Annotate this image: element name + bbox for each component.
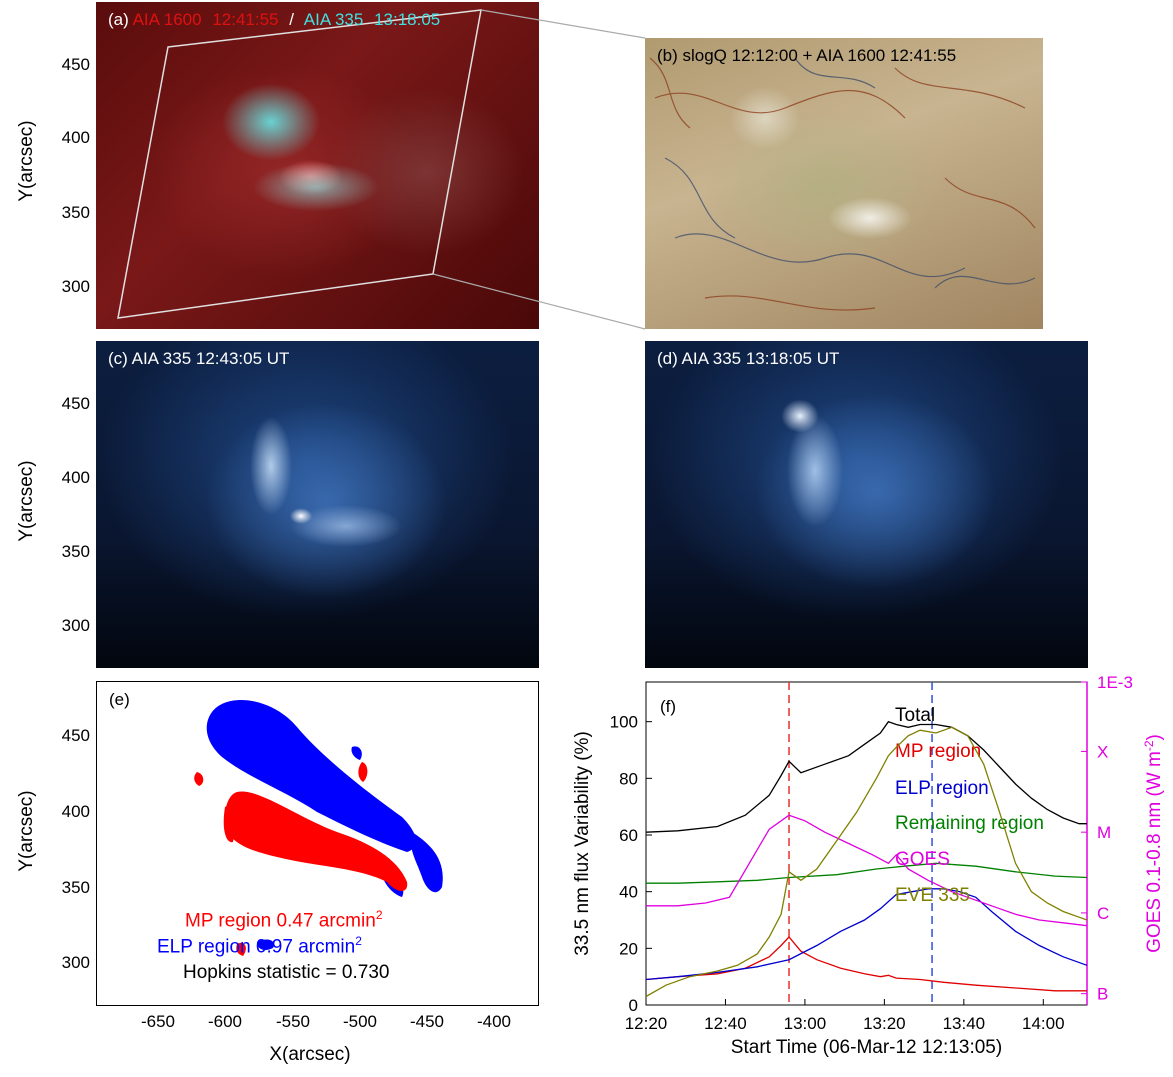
chart-f-legend-entry: GOES — [895, 849, 950, 870]
xtick-e-500: -500 — [342, 1012, 378, 1031]
x-axis-label-e: X(arcsec) — [269, 1044, 351, 1065]
chart-f-series-line — [645, 726, 1088, 998]
chart-f-series-line — [645, 720, 1087, 833]
ytick-a-450: 450 — [61, 55, 90, 74]
ytick-c-400: 400 — [61, 468, 90, 487]
chart-f-y2tick-label: 1E-3 — [1097, 673, 1133, 692]
panel-a-title: (a) AIA 1600 12:41:55 / AIA 335 13:18:05 — [108, 10, 440, 30]
chart-f-frame — [645, 681, 1088, 1006]
panel-e-label: (e) — [109, 690, 130, 709]
chart-f-y2label: GOES 0.1-0.8 nm (W m-2) — [1142, 734, 1165, 953]
chart-f-y2tick-label: B — [1097, 985, 1108, 1004]
y-axis-label-e: Y(arcsec) — [16, 790, 37, 872]
chart-f-xtick-label: 13:20 — [863, 1014, 906, 1033]
panel-a-time2: 13:18:05 — [374, 10, 441, 29]
chart-f-xtick-label: 14:00 — [1022, 1014, 1065, 1033]
panel-e-elp-label: ELP region 0.97 arcmin — [157, 936, 356, 958]
panel-c-image: (c) AIA 335 12:43:05 UT — [96, 341, 539, 668]
chart-f-ytick-label: 0 — [629, 996, 638, 1015]
panel-a-separator: / — [289, 10, 294, 29]
y-axis-label-a: Y(arcsec) — [16, 120, 37, 202]
chart-f-ytick-label: 40 — [619, 883, 638, 902]
panel-d-image: (d) AIA 335 13:18:05 UT — [645, 341, 1088, 668]
xtick-e-650: -650 — [140, 1012, 176, 1031]
xtick-e-600: -600 — [207, 1012, 243, 1031]
chart-f-legend-entry: EVE 335 — [895, 885, 970, 906]
chart-f-xtick-label: 13:40 — [943, 1014, 986, 1033]
chart-f-xlabel: Start Time (06-Mar-12 12:13:05) — [731, 1037, 1002, 1058]
panel-f-chart: 12:20 12:40 13:00 13:20 13:40 14:00 0 20 40 60 80 1… — [572, 673, 1165, 1058]
chart-f-legend-entry: Remaining region — [895, 813, 1044, 834]
panel-a-label: (a) — [108, 10, 129, 29]
panel-e-mp-sup: 2 — [375, 908, 383, 922]
ytick-e-450: 450 — [61, 726, 90, 745]
chart-f-xtick-label: 12:40 — [704, 1014, 747, 1033]
ytick-a-350: 350 — [61, 203, 90, 222]
panel-b-title: (b) slogQ 12:12:00 + AIA 1600 12:41:55 — [657, 46, 957, 65]
chart-f-legend-entry: ELP region — [895, 778, 989, 799]
panel-c-title: (c) AIA 335 12:43:05 UT — [108, 349, 290, 368]
panel-a-image: (a) AIA 1600 12:41:55 / AIA 335 13:18:05 — [96, 2, 539, 329]
xtick-e-450: -450 — [409, 1012, 445, 1031]
panel-b-qsl-lines — [649, 57, 1036, 311]
chart-f-label: (f) — [660, 697, 676, 716]
chart-f-series-line — [645, 936, 1087, 992]
chart-f-ytick-label: 100 — [610, 713, 638, 732]
ytick-c-450: 450 — [61, 394, 90, 413]
chart-f-legend-entry: Total — [895, 705, 935, 726]
chart-f-series-line — [645, 888, 1088, 981]
ytick-e-350: 350 — [61, 878, 90, 897]
xtick-e-400: -400 — [476, 1012, 512, 1031]
ytick-c-350: 350 — [61, 542, 90, 561]
chart-f-legend-entry: MP region — [895, 741, 981, 762]
chart-f-ylabel: 33.5 nm flux Variability (%) — [572, 731, 593, 956]
panel-a-time1: 12:41:55 — [212, 10, 279, 29]
panel-e-elp-text: ELP region 0.97 arcmin2 — [157, 934, 362, 958]
chart-f-ytick-label: 80 — [619, 769, 638, 788]
y-axis-label-c: Y(arcsec) — [16, 460, 37, 542]
panel-a-aia1600: AIA 1600 — [132, 10, 202, 29]
panel-a-aia335: AIA 335 — [303, 10, 364, 29]
chart-f-y2tick-label: M — [1097, 823, 1111, 842]
chart-f-xtick-label: 12:20 — [625, 1014, 668, 1033]
ytick-c-300: 300 — [61, 616, 90, 635]
ytick-a-300: 300 — [61, 277, 90, 296]
panel-d-title: (d) AIA 335 13:18:05 UT — [657, 349, 840, 368]
panel-e-regions — [194, 700, 443, 956]
ytick-e-300: 300 — [61, 953, 90, 972]
panel-e-elp-sup: 2 — [355, 934, 362, 948]
chart-f-xtick-label: 13:00 — [784, 1014, 827, 1033]
xtick-e-550: -550 — [275, 1012, 311, 1031]
panel-e-mp-text: MP region 0.47 arcmin2 — [185, 908, 383, 932]
chart-f-series-line — [646, 814, 1088, 927]
ytick-e-400: 400 — [61, 802, 90, 821]
ytick-a-400: 400 — [61, 128, 90, 147]
panel-b-image: (b) slogQ 12:12:00 + AIA 1600 12:41:55 — [645, 38, 1043, 329]
chart-f-ytick-label: 60 — [619, 826, 638, 845]
chart-f-y2tick-label: X — [1097, 742, 1108, 761]
chart-f-y2tick-label: C — [1097, 904, 1109, 923]
chart-f-ytick-label: 20 — [619, 939, 638, 958]
panel-e-mp-label: MP region 0.47 arcmin — [185, 910, 376, 932]
panel-e-hopkins: Hopkins statistic = 0.730 — [183, 962, 390, 983]
chart-f-series-line — [646, 862, 1088, 884]
panel-e-frame: (e) MP region 0.47 arcmin2 ELP region 0.… — [96, 681, 539, 1006]
zoom-connector-lines — [432, 9, 646, 330]
